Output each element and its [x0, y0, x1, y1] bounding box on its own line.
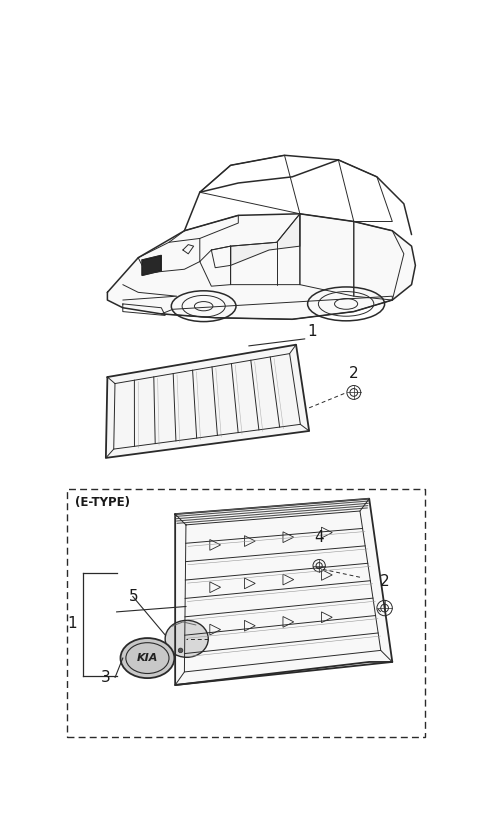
Text: 5: 5	[129, 589, 139, 604]
Text: 1: 1	[308, 324, 317, 339]
Ellipse shape	[165, 621, 208, 657]
Text: KIA: KIA	[137, 653, 158, 663]
Bar	[67, 488, 425, 736]
Text: (E-TYPE): (E-TYPE)	[75, 497, 130, 509]
Polygon shape	[108, 214, 415, 319]
Polygon shape	[142, 255, 161, 275]
Circle shape	[178, 648, 183, 652]
Polygon shape	[106, 344, 309, 458]
Text: 3: 3	[101, 670, 111, 685]
Text: 4: 4	[314, 530, 324, 545]
Text: 1: 1	[67, 616, 77, 631]
Text: 2: 2	[380, 574, 389, 589]
Ellipse shape	[120, 638, 174, 678]
Polygon shape	[175, 498, 392, 685]
Polygon shape	[230, 214, 300, 265]
Text: 2: 2	[349, 366, 359, 381]
